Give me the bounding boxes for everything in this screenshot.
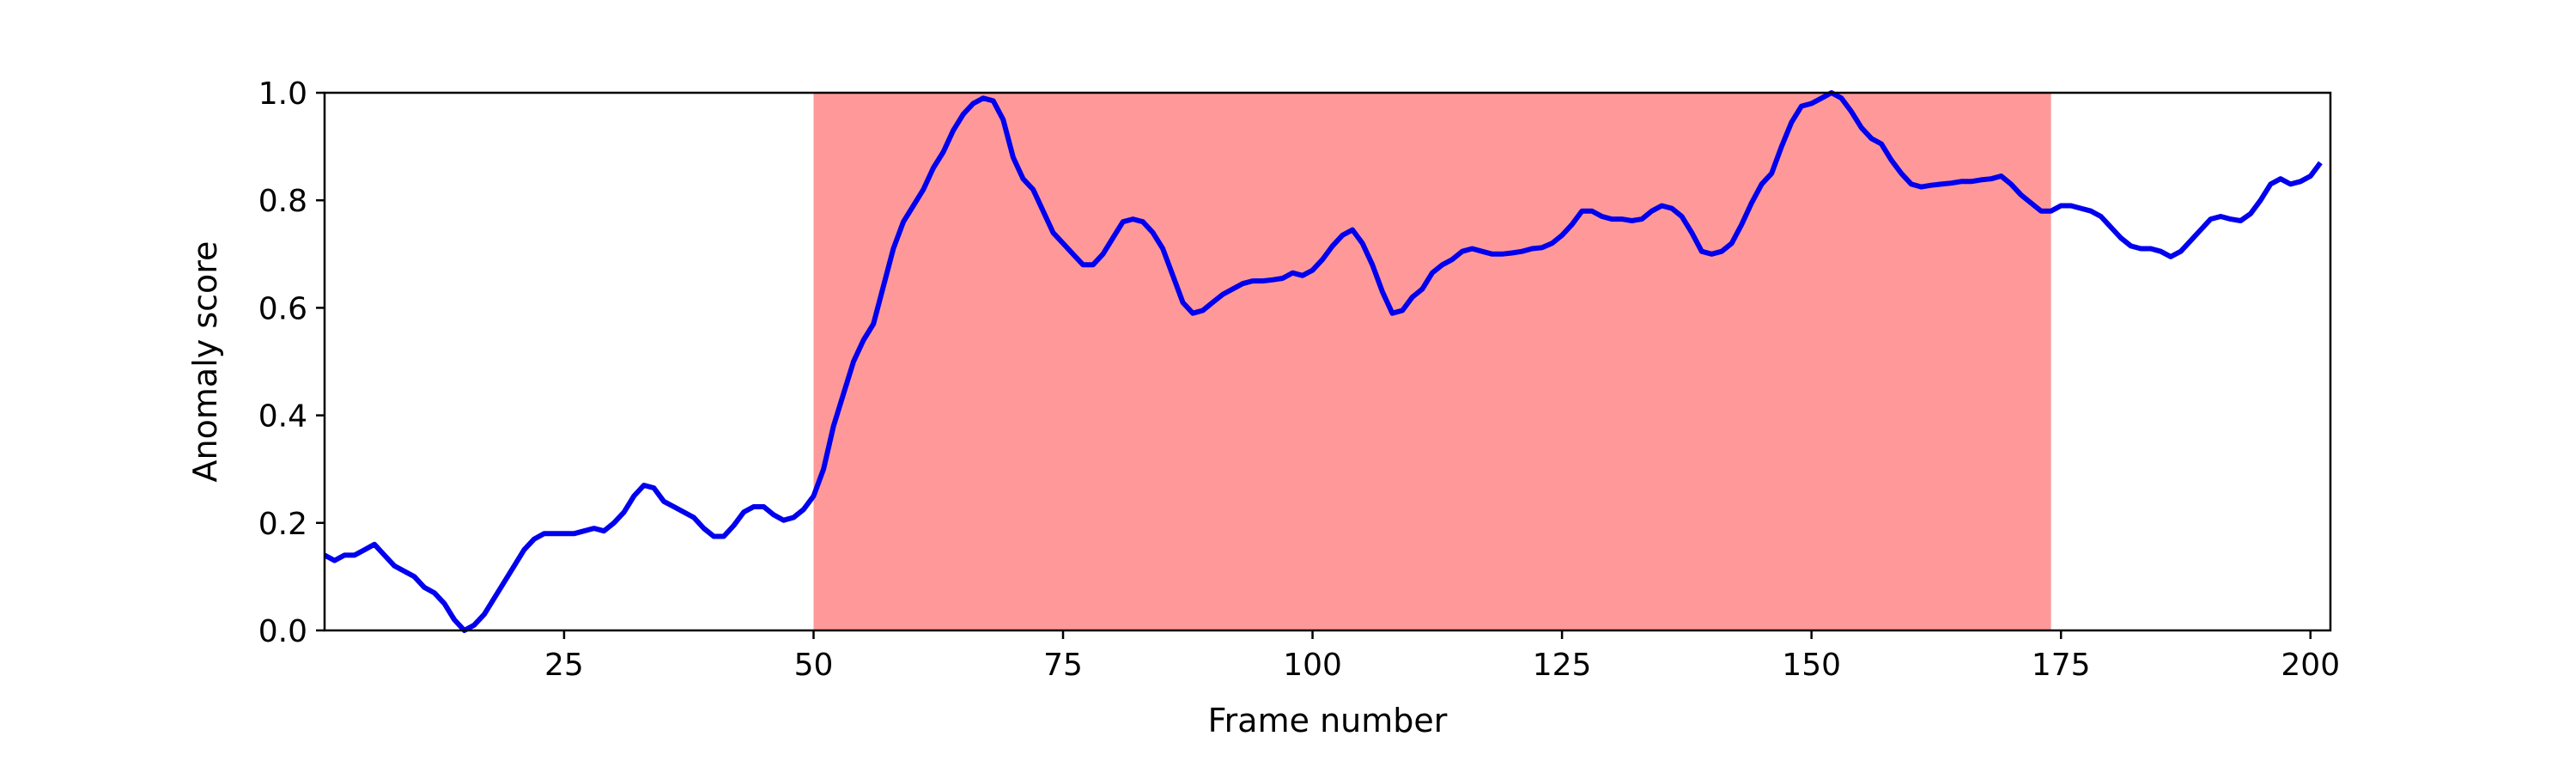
y-tick-label: 0.8 xyxy=(258,184,307,219)
y-tick-label: 0.6 xyxy=(258,291,307,326)
highlight-region xyxy=(813,93,2051,630)
series-line xyxy=(323,90,2323,633)
y-tick-label: 1.0 xyxy=(258,76,307,112)
y-axis: 0.0 0.2 0.4 0.6 0.8 1.0 xyxy=(258,76,325,649)
x-axis: 25 50 75 100 125 150 175 200 xyxy=(544,630,2340,683)
x-tick-label: 200 xyxy=(2281,648,2340,683)
plot-frame xyxy=(323,91,2332,632)
y-tick-label: 0.2 xyxy=(258,507,307,542)
x-axis-label: Frame number xyxy=(1208,702,1448,740)
x-tick-label: 175 xyxy=(2032,648,2091,683)
series-layer xyxy=(323,90,2323,633)
x-tick-label: 125 xyxy=(1533,648,1592,683)
x-tick-label: 100 xyxy=(1283,648,1342,683)
y-axis-label: Anomaly score xyxy=(186,241,224,483)
y-tick-label: 0.4 xyxy=(258,399,307,435)
x-tick-label: 25 xyxy=(544,648,584,683)
y-tick-label: 0.0 xyxy=(258,614,307,649)
x-tick-label: 50 xyxy=(794,648,834,683)
x-tick-label: 75 xyxy=(1043,648,1083,683)
x-tick-label: 150 xyxy=(1782,648,1841,683)
